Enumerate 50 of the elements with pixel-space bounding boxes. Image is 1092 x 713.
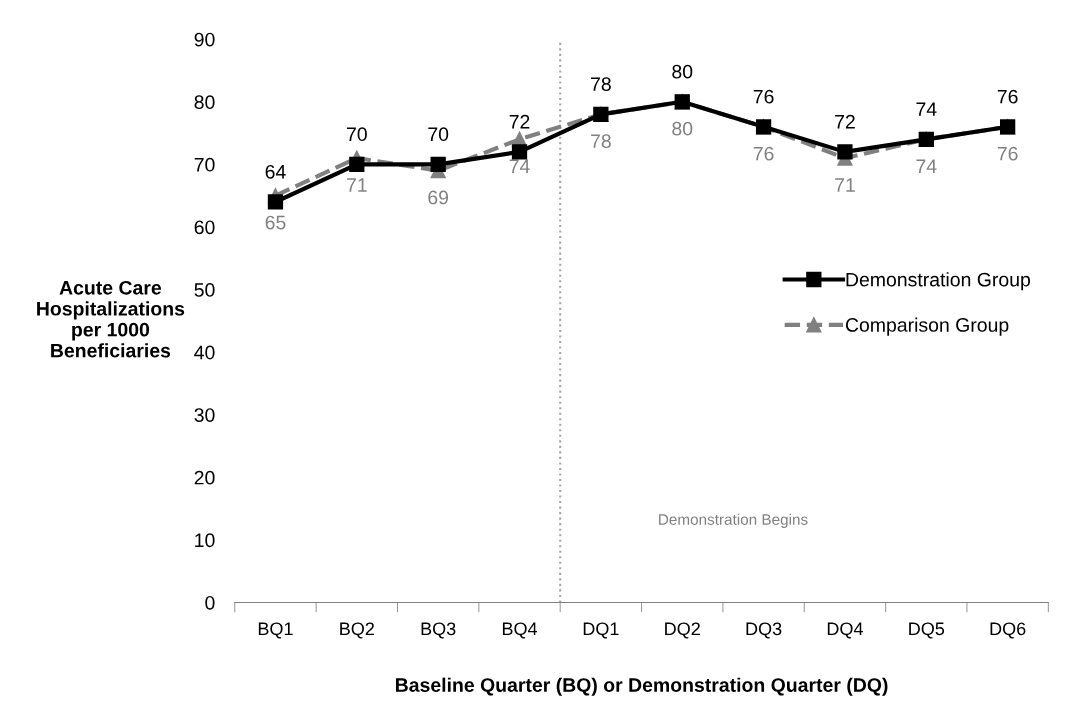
data-label: 71 bbox=[346, 178, 367, 192]
point bbox=[511, 144, 528, 160]
x-tick-label: DQ3 bbox=[746, 622, 782, 639]
y-tick-label: 60 bbox=[194, 220, 215, 235]
data-label: 65 bbox=[265, 215, 286, 230]
y-tick-label: 90 bbox=[194, 32, 215, 47]
data-label: 72 bbox=[835, 114, 855, 129]
data-label: 70 bbox=[428, 127, 449, 142]
x-tick-label: DQ1 bbox=[583, 622, 619, 639]
annotation: Demonstration Begins bbox=[659, 513, 808, 528]
x-tick-label: BQ2 bbox=[340, 622, 374, 639]
data-label: 74 bbox=[509, 159, 530, 173]
x-tick-label: BQ1 bbox=[258, 622, 293, 639]
y-tick-label: 20 bbox=[194, 470, 215, 485]
data-label: 80 bbox=[672, 121, 693, 136]
data-label: 76 bbox=[753, 89, 774, 104]
x-tick-label: DQ2 bbox=[665, 622, 700, 639]
data-label: 74 bbox=[916, 102, 937, 116]
data-label: 71 bbox=[835, 178, 855, 192]
y-tick-label: 80 bbox=[194, 95, 215, 110]
data-label: 80 bbox=[672, 64, 693, 79]
x-tick-label: BQ3 bbox=[421, 622, 456, 639]
legend-label: Comparison Group bbox=[845, 317, 1009, 336]
data-label: 70 bbox=[346, 127, 367, 142]
legend-label: Demonstration Group bbox=[846, 272, 1031, 291]
x-tick-label: DQ6 bbox=[990, 622, 1026, 639]
data-label: 76 bbox=[753, 146, 774, 161]
point bbox=[430, 156, 446, 173]
x-tick-label: BQ4 bbox=[502, 622, 538, 639]
data-label: 78 bbox=[591, 77, 611, 92]
y-tick-label: 10 bbox=[195, 533, 215, 548]
y-tick-label: 30 bbox=[194, 408, 215, 422]
data-label: 64 bbox=[265, 164, 286, 179]
point bbox=[837, 144, 853, 160]
data-label: 72 bbox=[509, 114, 530, 129]
y-tick-label: 40 bbox=[194, 345, 215, 360]
x-tick-label: DQ5 bbox=[909, 622, 945, 639]
data-label: 76 bbox=[997, 89, 1018, 104]
y-axis-title: Acute Care Hospitalizations per 1000 Beneficiaries bbox=[37, 280, 185, 358]
point bbox=[267, 194, 284, 210]
y-tick-label: 50 bbox=[194, 283, 215, 297]
y-tick-label: 70 bbox=[194, 157, 215, 172]
x-axis-title: Baseline Quarter (BQ) or Demonstration Quarter (DQ) bbox=[395, 677, 888, 696]
y-tick-label: 0 bbox=[205, 595, 215, 610]
data-label: 76 bbox=[997, 146, 1018, 161]
data-label: 78 bbox=[591, 134, 611, 149]
x-tick-label: DQ4 bbox=[827, 622, 863, 639]
data-label: 69 bbox=[428, 190, 449, 205]
data-label: 74 bbox=[916, 159, 937, 173]
point bbox=[349, 156, 365, 173]
